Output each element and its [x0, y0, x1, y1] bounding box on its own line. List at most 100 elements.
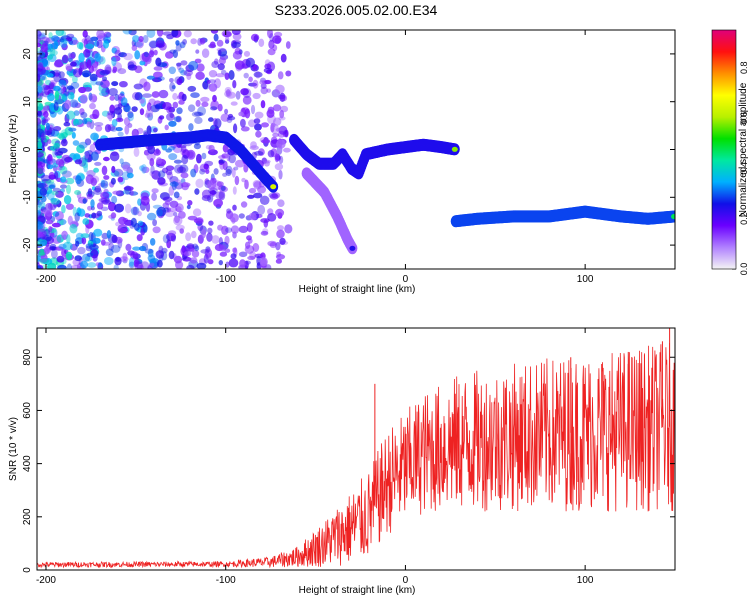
spectrogram-noise-cell [162, 102, 172, 110]
spectrogram-noise-cell [282, 130, 289, 138]
spectrogram-noise-cell [180, 60, 188, 66]
spectrogram-noise-cell [280, 105, 289, 113]
spectrogram-noise-cell [56, 236, 62, 244]
spectrogram-noise-cell [109, 104, 115, 114]
spectrogram-noise-cell [171, 30, 179, 38]
spectrogram-noise-cell [61, 30, 66, 37]
spectrogram-noise-cell [89, 73, 98, 82]
spectrogram-noise-cell [233, 123, 238, 134]
spectrogram-noise-cell [201, 48, 210, 58]
snr-plot-area [37, 328, 675, 570]
spectrogram-noise-cell [123, 117, 131, 126]
spectrogram-noise-cell [130, 206, 140, 216]
spectrogram-noise-cell [245, 241, 251, 249]
spectrogram-noise-cell [155, 250, 164, 259]
spectrogram-noise-cell [246, 235, 252, 241]
spectrogram-noise-cell [247, 255, 256, 261]
spectrogram-noise-cell [128, 261, 135, 269]
spectrogram-noise-cell [122, 252, 128, 261]
spectrogram-noise-cell [118, 52, 127, 58]
spectrogram-noise-cell [240, 118, 246, 128]
spectrogram-noise-cell [191, 250, 200, 258]
spectrogram-noise-cell [63, 121, 71, 127]
spectrogram-noise-cell [217, 103, 223, 112]
spectrogram-noise-cell [190, 168, 197, 178]
spectrogram-noise-cell [234, 159, 245, 168]
spectrogram-noise-cell [239, 259, 246, 268]
spectrogram-noise-cell [187, 85, 197, 92]
spectrogram-noise-cell [222, 143, 229, 153]
spectrogram-noise-cell [92, 254, 98, 262]
spectrogram-noise-cell [183, 251, 192, 257]
spectrogram-noise-cell [63, 195, 72, 205]
spectrogram-noise-cell [66, 110, 76, 120]
spectrogram-noise-cell [71, 132, 76, 139]
spectrogram-noise-cell [92, 237, 101, 244]
spectrogram-noise-cell [119, 158, 124, 165]
spectrogram-noise-cell [240, 88, 249, 96]
spectrogram-noise-cell [79, 94, 88, 104]
spectrogram-noise-cell [64, 156, 73, 163]
spectrogram-noise-cell [179, 164, 189, 174]
snr-axes: -200 -100 0 100 0 200 400 600 800 [22, 327, 676, 586]
spectrogram-noise-cell [62, 241, 73, 251]
spectrogram-noise-cell [37, 61, 44, 69]
spectrogram-noise-cell [252, 243, 260, 252]
spectrogram-noise-cell [207, 179, 217, 190]
snr-series-line [37, 343, 675, 569]
spectrogram-noise-cell [254, 111, 264, 119]
spectrogram-noise-cell [85, 43, 95, 50]
spectrogram-noise-cell [218, 244, 227, 252]
spectrogram-noise-cell [60, 184, 67, 189]
spectrogram-noise-cell [176, 78, 183, 86]
snr-x-tick-label: 100 [577, 575, 594, 586]
spectrogram-noise-cell [129, 257, 135, 267]
spectrogram-noise-cell [278, 155, 284, 164]
spectrogram-noise-cell [193, 143, 201, 150]
spectrogram-noise-cell [226, 91, 236, 99]
spectrogram-noise-cell [248, 76, 253, 83]
spectrogram-noise-cell [168, 120, 177, 127]
spectrogram-noise-cell [229, 213, 239, 223]
spectrogram-noise-cell [235, 90, 241, 100]
spectrogram-noise-cell [114, 49, 121, 57]
spectrogram-noise-cell [41, 132, 47, 141]
spectrogram-noise-cell [139, 245, 147, 252]
spectrogram-noise-cell [122, 164, 131, 172]
spectrogram-noise-cell [267, 48, 276, 56]
spectrogram-noise-cell [261, 122, 269, 128]
colorbar-tick-label: 0.4 [739, 162, 749, 175]
spectrogram-noise-cell [173, 159, 183, 164]
spectrogram-noise-cell [61, 54, 69, 64]
spectrogram-noise-cell [76, 42, 84, 50]
spectrogram-noise-cell [146, 30, 156, 38]
spectrogram-noise-cell [119, 81, 128, 88]
spectrogram-noise-cell [151, 91, 160, 98]
spectrogram-noise-cell [85, 174, 94, 185]
spectrogram-noise-cell [214, 58, 219, 65]
spectrogram-noise-cell [173, 116, 181, 122]
spectrogram-noise-cell [285, 70, 292, 77]
spectrogram-noise-cell [46, 155, 53, 165]
spectrogram-noise-cell [55, 158, 64, 166]
spectrogram-noise-cell [188, 123, 194, 131]
spectrogram-noise-cell [132, 92, 140, 101]
spectrogram-noise-cell [208, 70, 218, 78]
spectrogram-noise-cell [180, 172, 189, 179]
spectrogram-noise-cell [141, 166, 150, 173]
spectrogram-noise-cell [162, 196, 173, 202]
spectrogram-noise-cell [117, 131, 124, 137]
spectrogram-noise-cell [143, 51, 149, 58]
spectrogram-noise-cell [261, 159, 271, 164]
spectrogram-noise-cell [118, 228, 129, 233]
spectrogram-noise-cell [157, 259, 163, 268]
spectrogram-noise-cell [103, 31, 112, 38]
spectrogram-noise-cell [39, 213, 46, 222]
spectrogram-noise-cell [220, 113, 230, 122]
spectrogram-noise-cell [37, 37, 41, 43]
spectrogram-noise-cell [243, 72, 249, 79]
spectrogram-noise-cell [54, 71, 60, 78]
spectrogram-noise-cell [156, 30, 164, 37]
spectrogram-noise-cell [171, 85, 176, 90]
